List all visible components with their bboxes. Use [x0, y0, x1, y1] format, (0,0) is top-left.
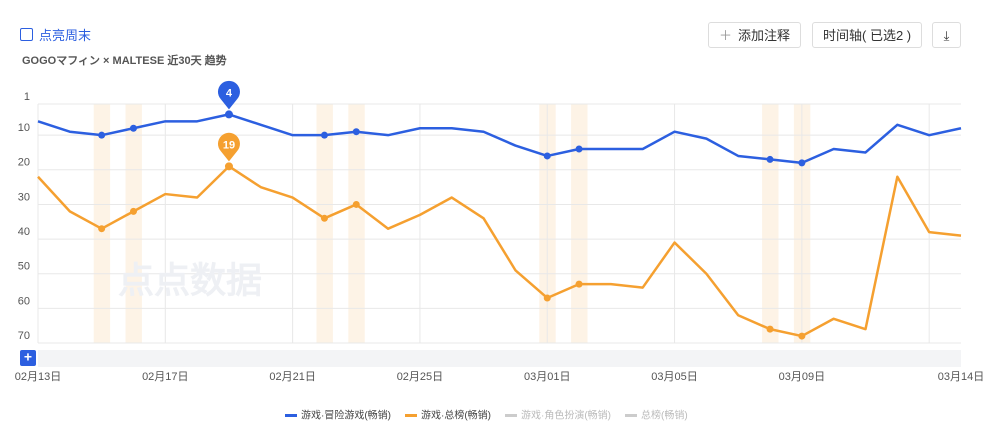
weekend-toggle[interactable]: 点亮周末: [20, 25, 91, 44]
point: [320, 214, 328, 222]
weekend-band: [316, 104, 333, 343]
point: [224, 110, 233, 119]
timeline-strip: [38, 350, 961, 367]
point: [352, 200, 360, 208]
legend-label: 游戏·冒险游戏(畅销): [301, 409, 391, 422]
download-button[interactable]: ⤓: [932, 22, 961, 48]
pin: [217, 80, 240, 110]
expand-label: +: [24, 349, 32, 365]
toggle-label: 点亮周末: [39, 28, 92, 43]
x-tick-label: 02月17日: [142, 371, 188, 383]
y-tick-label: 30: [18, 191, 30, 203]
legend-label: 总榜(畅销): [641, 409, 688, 422]
point: [575, 280, 583, 288]
add-note-button[interactable]: ＋添加注释: [708, 22, 802, 48]
point: [543, 294, 551, 302]
legend-swatch: [285, 414, 297, 417]
x-tick-label: 03月09日: [779, 371, 825, 383]
y-tick-label: 50: [18, 261, 30, 273]
y-tick-label: 70: [18, 330, 30, 342]
y-tick-label: 60: [18, 295, 30, 307]
pin-label: 4: [226, 87, 233, 99]
weekend-band: [762, 104, 779, 343]
legend-label: 游戏·角色扮演(畅销): [521, 409, 611, 422]
legend-swatch: [625, 414, 637, 417]
point: [575, 145, 583, 153]
legend-swatch: [505, 414, 517, 417]
series-line: [37, 113, 962, 165]
point: [766, 325, 774, 333]
point: [129, 124, 137, 132]
legend-label: 游戏·总榜(畅销): [421, 409, 491, 422]
weekend-band: [93, 104, 111, 343]
x-tick-label: 03月01日: [524, 371, 570, 383]
weekend-band: [125, 104, 142, 343]
timeline-button[interactable]: 时间轴( 已选2 ): [812, 22, 923, 48]
pin: [217, 132, 240, 162]
x-tick-label: 02月13日: [15, 371, 61, 383]
weekend-band: [348, 104, 365, 343]
series-line: [37, 165, 962, 338]
x-tick-label: 02月25日: [397, 371, 443, 383]
point: [766, 155, 774, 163]
pin-label: 19: [223, 139, 235, 151]
legend-swatch: [405, 414, 417, 417]
subtitle: GOGOマフィン × MALTESE 近30天 趋势: [22, 55, 227, 67]
point: [320, 131, 328, 139]
point: [543, 152, 551, 160]
point: [224, 162, 233, 171]
point: [98, 131, 106, 139]
watermark: 点点数据: [118, 260, 262, 301]
weekend-band: [571, 104, 588, 343]
x-tick-label: 02月21日: [269, 371, 315, 383]
point: [129, 207, 137, 215]
point: [798, 332, 806, 340]
expand-button[interactable]: [20, 350, 36, 366]
x-tick-label: 03月14日: [938, 371, 984, 383]
y-tick-label: 1: [24, 91, 30, 103]
y-tick-label: 10: [18, 122, 30, 134]
y-tick-label: 20: [18, 157, 30, 169]
point: [798, 159, 806, 167]
x-tick-label: 03月05日: [651, 371, 697, 383]
point: [98, 225, 106, 233]
button-label: 添加注释: [738, 28, 791, 43]
y-tick-label: 40: [18, 226, 30, 238]
point: [352, 128, 360, 136]
